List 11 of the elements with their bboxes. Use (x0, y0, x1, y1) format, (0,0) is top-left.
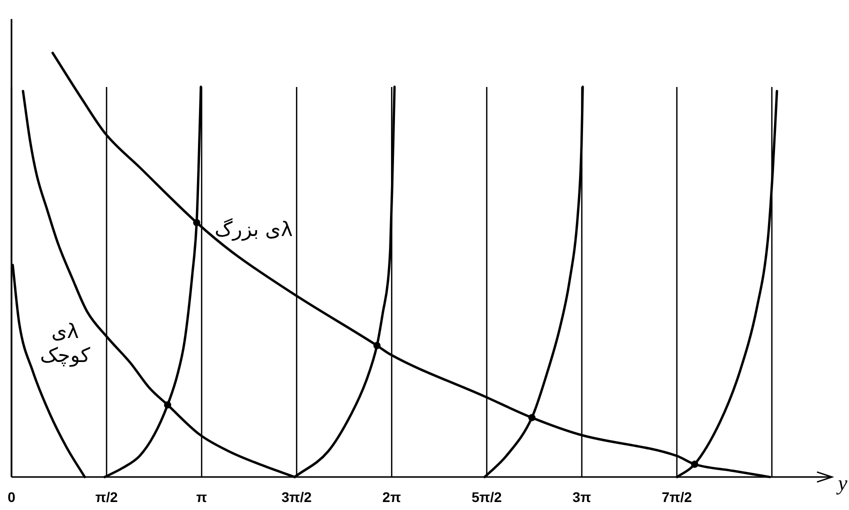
x-tick-label: 7π/2 (662, 489, 692, 505)
series-label: λی کوچک (39, 318, 92, 367)
x-tick-label: 2π (382, 489, 402, 505)
series-label: λی بزرگ (214, 216, 293, 241)
x-tick-label: 0 (8, 489, 16, 505)
x-tick-label: 5π/2 (472, 489, 502, 505)
x-tick-label: π/2 (95, 489, 118, 505)
x-tick-label: 3π (572, 489, 592, 505)
x-axis-title: y (836, 471, 848, 495)
x-tick-label: π (196, 489, 208, 505)
x-tick-label: 3π/2 (282, 489, 312, 505)
